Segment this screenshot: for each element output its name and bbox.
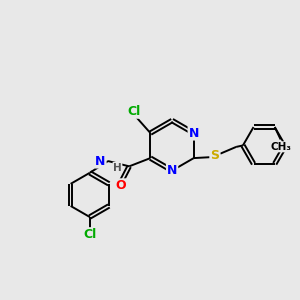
Text: CH₃: CH₃	[270, 142, 291, 152]
Text: N: N	[95, 154, 106, 167]
Text: O: O	[115, 179, 126, 192]
Text: S: S	[211, 149, 220, 162]
Text: N: N	[189, 127, 199, 140]
Text: Cl: Cl	[128, 105, 141, 118]
Text: N: N	[167, 164, 177, 177]
Text: H: H	[113, 163, 122, 172]
Text: Cl: Cl	[83, 228, 96, 241]
